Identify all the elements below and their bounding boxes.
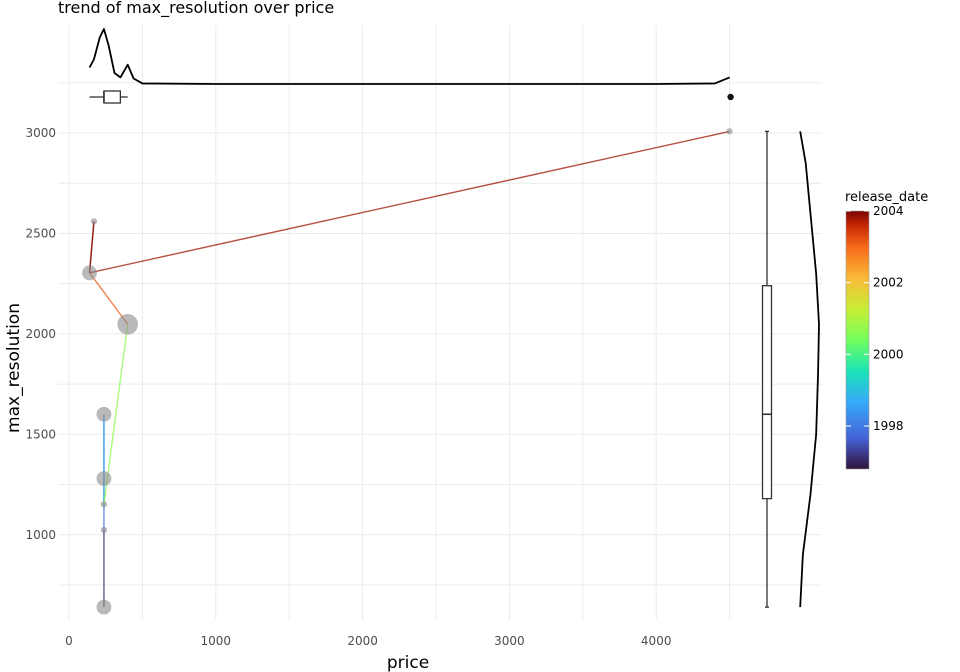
legend-title: release_date [845, 190, 928, 205]
x-tick-label: 2000 [347, 634, 378, 648]
x-tick-label: 3000 [494, 634, 525, 648]
x-tick-label: 1000 [201, 634, 232, 648]
trend-line-segment [88, 272, 129, 325]
legend-tick-label: 2000 [873, 347, 904, 361]
marginal-y-box [761, 285, 773, 500]
x-axis-title: price [387, 653, 429, 672]
data-point [96, 406, 112, 422]
marginal-x-outlier [727, 93, 734, 101]
legend-colorbar [845, 210, 870, 470]
data-point [90, 218, 98, 225]
marginal-y [761, 130, 820, 608]
data-point [100, 526, 108, 534]
y-axis-title: max_resolution [4, 303, 24, 433]
data-point [96, 599, 112, 615]
y-tick-label: 3000 [25, 126, 56, 140]
trend-line-segment [89, 130, 730, 274]
data-point [82, 265, 97, 281]
data-point [726, 128, 733, 135]
data-point [117, 313, 138, 335]
trend-line-segment [88, 221, 95, 273]
marginal-x [88, 28, 734, 104]
color-legend: release_date 1998 2000 2002 2004 [845, 190, 928, 470]
legend-tick-label: 2004 [873, 204, 904, 218]
x-tick-label: 4000 [641, 634, 672, 648]
points [82, 128, 733, 615]
data-point [96, 471, 112, 486]
y-tick-label: 2500 [25, 226, 56, 240]
marginal-y-density [799, 131, 820, 608]
legend-ticks: 1998 2000 2002 2004 [846, 204, 904, 433]
y-tick-label: 1000 [25, 528, 56, 542]
grid [58, 25, 822, 620]
legend-tick-label: 2002 [873, 276, 904, 290]
legend-tick-label: 1998 [873, 419, 904, 433]
trend-line [88, 130, 730, 608]
y-tick-label: 2000 [25, 327, 56, 341]
chart-title: trend of max_resolution over price [58, 0, 334, 18]
data-point [100, 501, 108, 508]
y-tick-label: 1500 [25, 427, 56, 441]
marginal-x-density [88, 28, 730, 85]
tick-labels: 0 1000 2000 3000 4000 1000 1500 2000 2500 3000 [25, 126, 671, 648]
x-tick-label: 0 [65, 634, 73, 648]
marginal-x-box [103, 90, 122, 104]
